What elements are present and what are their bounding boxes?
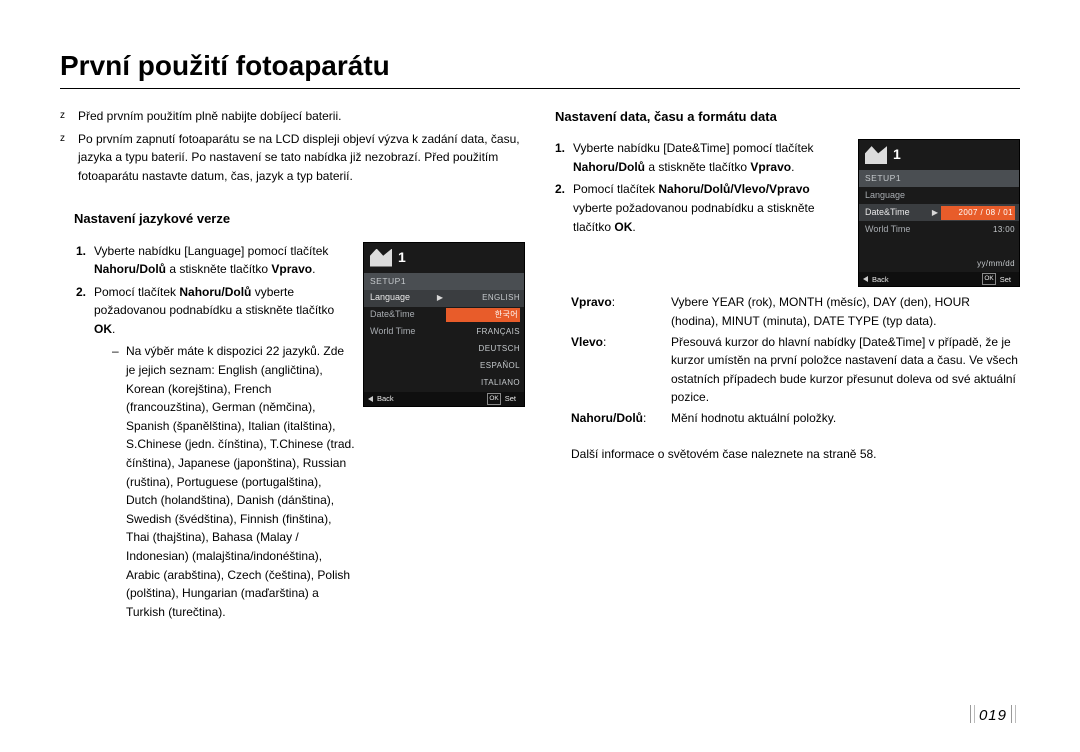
step-number: 2. [555, 180, 573, 236]
step-number: 2. [76, 283, 94, 622]
lcd-bottom-bar: Back OK Set [859, 272, 1019, 286]
definition-text: Mění hodnotu aktuální položky. [671, 409, 1020, 428]
lcd-preview-datetime: 1 SETUP1 LanguageDate&Time▶2007 / 08 / 0… [858, 139, 1020, 287]
lcd-row-value: 13:00 [941, 224, 1015, 236]
lcd-menu-row: World TimeFRANÇAIS [364, 324, 524, 341]
language-list-text: Na výběr máte k dispozici 22 jazyků. Zde… [126, 342, 355, 621]
lcd-set-label: Set [505, 393, 516, 405]
lcd-row-value: 한국어 [446, 308, 520, 322]
lcd-row-value: DEUTSCH [446, 343, 520, 355]
lcd-row-label: World Time [370, 325, 446, 339]
step-text: Pomocí tlačítek Nahoru/Dolů vyberte poža… [94, 283, 355, 622]
lcd-row-value: FRANÇAIS [446, 326, 520, 338]
lcd-menu-row: DEUTSCH [364, 341, 524, 358]
lcd-back-label: Back [872, 274, 889, 286]
lcd-row-label: Language [370, 291, 434, 305]
lcd-row-label: Date&Time [370, 308, 446, 322]
lcd-row-label: Language [865, 189, 941, 203]
lcd-row-value: ENGLISH [446, 292, 520, 304]
lcd-row-label: World Time [865, 223, 941, 237]
dash-subitem: – Na výběr máte k dispozici 22 jazyků. Z… [112, 342, 355, 621]
ok-icon: OK [982, 273, 995, 285]
mountain-icon [865, 146, 887, 164]
page-title: První použití fotoaparátu [60, 50, 1020, 89]
back-arrow-icon [863, 276, 868, 282]
lcd-row-value: ESPAÑOL [446, 360, 520, 372]
definition-key: Nahoru/Dolů: [571, 409, 671, 428]
left-column: z Před prvním použitím plně nabijte dobí… [60, 107, 525, 625]
step-number: 1. [555, 139, 573, 176]
lcd-top-bar: 1 [364, 243, 524, 273]
step-item: 1. Vyberte nabídku [Language] pomocí tla… [76, 242, 355, 279]
lcd-section-label: SETUP1 [859, 170, 1019, 187]
lcd-bottom-bar: Back OK Set [364, 392, 524, 406]
step-text: Vyberte nabídku [Language] pomocí tlačít… [94, 242, 355, 279]
definition-row: Vpravo: Vybere YEAR (rok), MONTH (měsíc)… [571, 293, 1020, 330]
bullet-item: z Po prvním zapnutí fotoaparátu se na LC… [60, 130, 525, 186]
lcd-set-label: Set [1000, 274, 1011, 286]
steps-list: 1. Vyberte nabídku [Date&Time] pomocí tl… [555, 139, 845, 236]
lcd-menu-row: Date&Time한국어 [364, 307, 524, 324]
lcd-menu-row: ESPAÑOL [364, 358, 524, 375]
mountain-icon [370, 249, 392, 267]
bullet-text: Před prvním použitím plně nabijte dobíje… [78, 107, 341, 126]
lcd-menu-row: Date&Time▶2007 / 08 / 01 [859, 204, 1019, 221]
section-heading-datetime: Nastavení data, času a formátu data [555, 107, 1020, 127]
lcd-row-value: yy/mm/dd [941, 258, 1015, 270]
lcd-row-value: 2007 / 08 / 01 [941, 206, 1015, 220]
lcd-row-value: ITALIANO [446, 377, 520, 389]
bullet-text: Po prvním zapnutí fotoaparátu se na LCD … [78, 130, 525, 186]
definition-text: Přesouvá kurzor do hlavní nabídky [Date&… [671, 333, 1020, 407]
world-time-note: Další informace o světovém čase naleznet… [571, 445, 1020, 464]
chevron-right-icon: ▶ [434, 292, 446, 304]
bullet-item: z Před prvním použitím plně nabijte dobí… [60, 107, 525, 126]
lcd-page-number: 1 [893, 144, 901, 166]
lcd-back-label: Back [377, 393, 394, 405]
dash-marker: – [112, 342, 126, 621]
lcd-row-label: Date&Time [865, 206, 929, 220]
bullet-marker: z [60, 130, 78, 186]
lcd-preview-language: 1 SETUP1 Language▶ENGLISHDate&Time한국어Wor… [363, 242, 525, 407]
lcd-section-label: SETUP1 [364, 273, 524, 290]
section-heading-language: Nastavení jazykové verze [74, 209, 525, 229]
definition-text: Vybere YEAR (rok), MONTH (měsíc), DAY (d… [671, 293, 1020, 330]
lcd-menu-row: ITALIANO [364, 375, 524, 392]
lcd-page-number: 1 [398, 247, 406, 269]
step-text: Vyberte nabídku [Date&Time] pomocí tlačí… [573, 139, 845, 176]
page-number: 019 [966, 705, 1020, 724]
step-item: 1. Vyberte nabídku [Date&Time] pomocí tl… [555, 139, 845, 176]
bullet-marker: z [60, 107, 78, 126]
content-columns: z Před prvním použitím plně nabijte dobí… [60, 107, 1020, 625]
step-text: Pomocí tlačítek Nahoru/Dolů/Vlevo/Vpravo… [573, 180, 845, 236]
lcd-menu-row: World Time13:00 [859, 221, 1019, 238]
lcd-menu-row: yy/mm/dd [859, 255, 1019, 272]
step-item: 2. Pomocí tlačítek Nahoru/Dolů/Vlevo/Vpr… [555, 180, 845, 236]
step-number: 1. [76, 242, 94, 279]
lcd-menu-row [859, 238, 1019, 255]
back-arrow-icon [368, 396, 373, 402]
lcd-menu-row: Language [859, 187, 1019, 204]
definition-row: Nahoru/Dolů: Mění hodnotu aktuální polož… [571, 409, 1020, 428]
step-item: 2. Pomocí tlačítek Nahoru/Dolů vyberte p… [76, 283, 355, 622]
lcd-top-bar: 1 [859, 140, 1019, 170]
lcd-menu-row: Language▶ENGLISH [364, 290, 524, 307]
definition-key: Vlevo: [571, 333, 671, 407]
ok-icon: OK [487, 393, 500, 405]
definition-row: Vlevo: Přesouvá kurzor do hlavní nabídky… [571, 333, 1020, 407]
chevron-right-icon: ▶ [929, 207, 941, 219]
right-column: Nastavení data, času a formátu data 1 SE… [555, 107, 1020, 625]
definition-key: Vpravo: [571, 293, 671, 330]
